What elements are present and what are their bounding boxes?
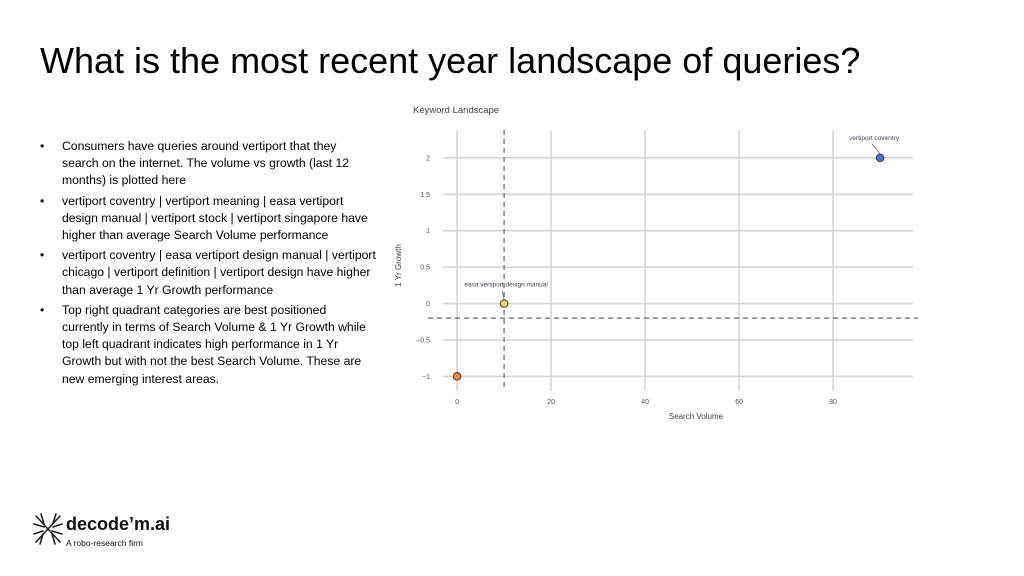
- y-tick-label: 0.5: [420, 265, 430, 272]
- x-tick-label: 20: [547, 399, 555, 406]
- y-tick-label: 1.5: [420, 192, 430, 199]
- y-tick-label: −0.5: [416, 338, 430, 345]
- bullet-item: Consumers have queries around vertiport …: [40, 138, 376, 190]
- keyword-landscape-chart: Keyword Landscape 0 20 40 60 80 2 1.5 1 0.5 0 −0.5 −…: [390, 98, 930, 428]
- y-axis-label: 1 Yr Growth: [394, 244, 403, 287]
- point-leader-line: [501, 290, 505, 300]
- scatter-point: [452, 372, 462, 381]
- y-tick-label: 0: [426, 301, 430, 308]
- x-tick-label: 0: [455, 399, 459, 406]
- scatter-point: [499, 299, 509, 308]
- chart-title: Keyword Landscape: [413, 105, 499, 116]
- point-label: vertiport coventry: [849, 135, 900, 142]
- y-tick-label: 1: [426, 228, 430, 235]
- x-tick-label: 80: [829, 399, 837, 406]
- x-tick-label: 60: [735, 399, 743, 406]
- point-leader-line: [871, 143, 881, 155]
- chart-canvas: Keyword Landscape 0 20 40 60 80 2 1.5 1 0.5 0 −0.5 −…: [394, 105, 918, 421]
- bullet-item: Top right quadrant categories are best p…: [40, 302, 376, 388]
- slide-title: What is the most recent year landscape o…: [40, 40, 861, 81]
- point-label: easa vertiport design manual: [464, 282, 548, 289]
- logo-mark-icon: [33, 513, 63, 545]
- bullet-list: Consumers have queries around vertiport …: [40, 138, 376, 391]
- bullet-item: vertiport coventry | easa vertiport desi…: [40, 247, 376, 299]
- y-tick-label: 2: [426, 155, 430, 162]
- x-tick-label: 40: [641, 399, 649, 406]
- bullet-item: vertiport coventry | vertiport meaning |…: [40, 193, 376, 245]
- y-tick-label: −1: [422, 374, 430, 381]
- logo-name: decode’m.ai: [66, 514, 171, 534]
- logo-tagline: A robo-research firm: [66, 538, 143, 548]
- company-logo: decode’m.ai A robo-research firm: [32, 512, 170, 551]
- scatter-point: [875, 153, 885, 163]
- x-axis-label: Search Volume: [669, 412, 724, 421]
